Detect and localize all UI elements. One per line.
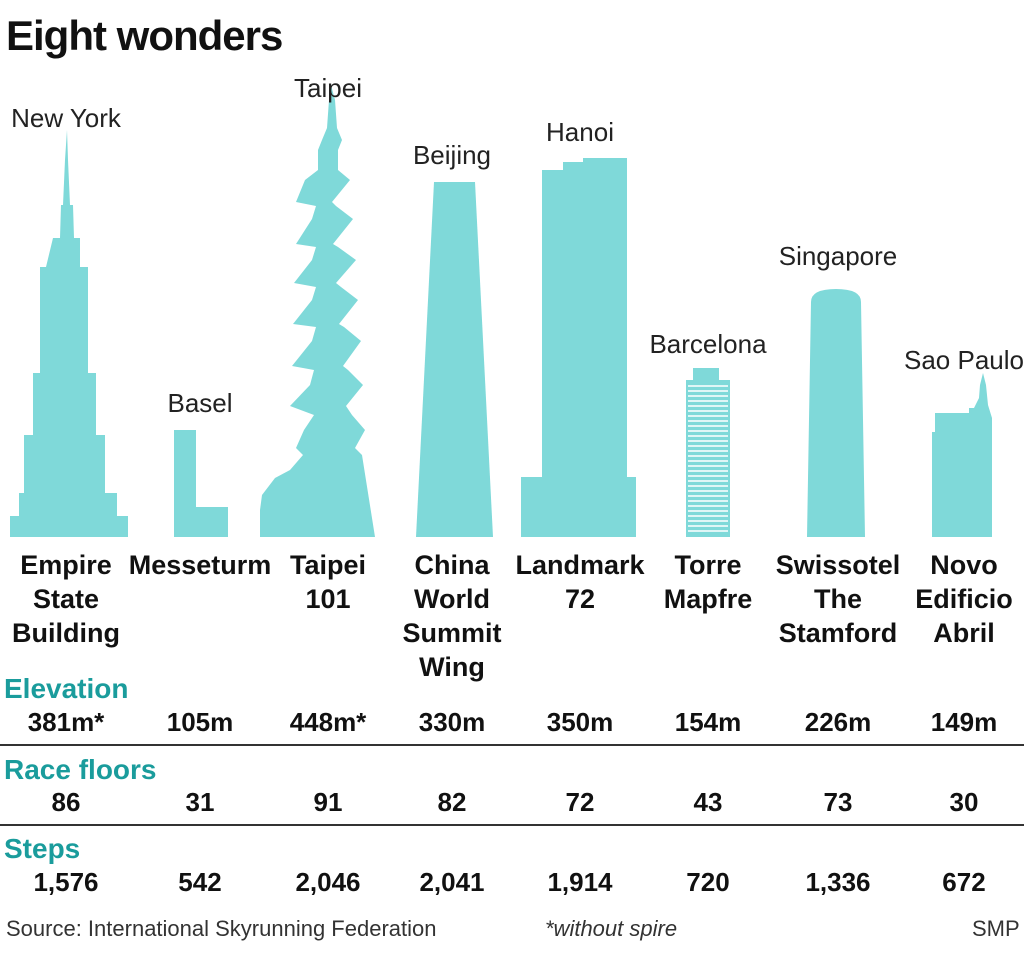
- race-floors-label: Race floors: [4, 754, 157, 785]
- city-label: Singapore: [778, 241, 898, 271]
- divider-floors: [0, 824, 1024, 826]
- race-floors-value: 72: [565, 787, 595, 817]
- torre-mapfre-silhouette: [686, 368, 730, 537]
- elevation-label: Elevation: [4, 673, 129, 704]
- steps-value: 542: [178, 867, 222, 897]
- elevation-value: 350m: [546, 707, 614, 737]
- city-label: Basel: [167, 388, 233, 418]
- empire-state-silhouette: [10, 130, 128, 537]
- race-floors-value: 31: [185, 787, 215, 817]
- elevation-value: 330m: [418, 707, 486, 737]
- steps-value: 672: [942, 867, 986, 897]
- building-name-line: State: [32, 584, 100, 614]
- building-name-line: Messeturm: [128, 550, 272, 580]
- building-name: Torre Mapfre: [633, 548, 783, 616]
- elevation-value: 105m: [166, 707, 234, 737]
- race-floors-value: 30: [949, 787, 979, 817]
- steps-value: 2,041: [419, 867, 485, 897]
- building-name: Swissotel The Stamford: [763, 548, 913, 650]
- building-name: Empire State Building: [0, 548, 141, 650]
- building-name-line: The: [813, 584, 862, 614]
- landmark-72-silhouette: [521, 158, 636, 537]
- building-name-line: Torre: [674, 550, 742, 580]
- steps-value: 1,576: [33, 867, 99, 897]
- building-name-line: Edificio: [915, 584, 1013, 614]
- elevation-value: 149m: [930, 707, 998, 737]
- elevation-value: 226m: [804, 707, 872, 737]
- credit: SMP: [972, 916, 1020, 941]
- steps-value: 2,046: [295, 867, 361, 897]
- building-name-line: World: [414, 584, 490, 614]
- building-name-line: Taipei: [289, 550, 367, 580]
- novo-edificio-silhouette: [932, 373, 992, 537]
- building-name-line: Building: [12, 618, 120, 648]
- elevation-value: 381m*: [27, 707, 105, 737]
- divider-elevation: [0, 744, 1024, 746]
- building-name-line: Landmark: [515, 550, 645, 580]
- elevation-value: 154m: [674, 707, 742, 737]
- city-label: Hanoi: [546, 117, 614, 147]
- city-label: Beijing: [412, 140, 492, 170]
- building-name-line: Wing: [419, 652, 485, 682]
- building-name-line: China: [414, 550, 490, 580]
- city-label: New York: [11, 103, 121, 133]
- race-floors-value: 43: [693, 787, 723, 817]
- taipei-101-silhouette: [260, 85, 375, 537]
- source-note: Source: International Skyrunning Federat…: [6, 916, 437, 941]
- steps-value: 1,336: [805, 867, 871, 897]
- race-floors-value: 86: [51, 787, 81, 817]
- elevation-value: 448m*: [289, 707, 367, 737]
- building-name-line: Stamford: [778, 618, 898, 648]
- building-name-line: Swissotel: [775, 550, 901, 580]
- infographic-title: Eight wonders: [6, 12, 283, 59]
- city-label: Barcelona: [649, 329, 767, 359]
- building-name: Messeturm: [125, 548, 275, 582]
- steps-value: 720: [686, 867, 730, 897]
- building-name-line: Novo: [930, 550, 998, 580]
- swissotel-silhouette: [807, 289, 865, 537]
- building-name-line: Summit: [402, 618, 502, 648]
- building-name: Taipei 101: [253, 548, 403, 616]
- spire-footnote: *without spire: [545, 916, 678, 941]
- building-name-line: Abril: [933, 618, 995, 648]
- building-name-line: Empire: [20, 550, 112, 580]
- building-name: China World Summit Wing: [377, 548, 527, 684]
- steps-label: Steps: [4, 833, 81, 864]
- race-floors-value: 82: [437, 787, 467, 817]
- building-name-line: 72: [564, 584, 596, 614]
- race-floors-value: 91: [313, 787, 343, 817]
- building-name: Landmark 72: [505, 548, 655, 616]
- building-name: Novo Edificio Abril: [889, 548, 1024, 650]
- city-label: Sao Paulo: [904, 345, 1024, 375]
- china-world-silhouette: [416, 182, 493, 537]
- race-floors-value: 73: [823, 787, 853, 817]
- building-name-line: Mapfre: [663, 584, 753, 614]
- city-label: Taipei: [294, 73, 362, 103]
- steps-value: 1,914: [547, 867, 613, 897]
- messeturm-silhouette: [174, 430, 228, 537]
- building-name-line: 101: [305, 584, 351, 614]
- skyline-illustration: [10, 85, 992, 537]
